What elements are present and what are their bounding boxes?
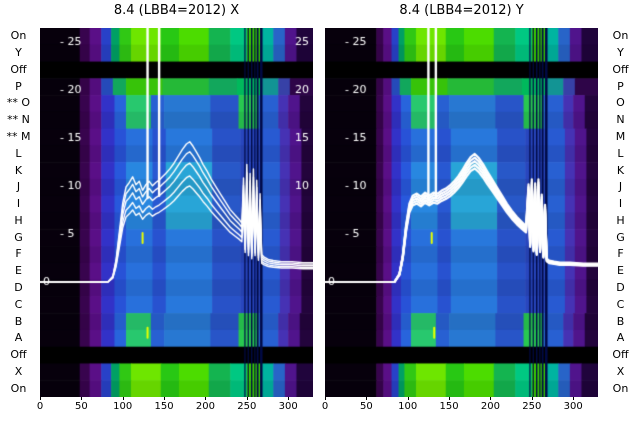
channel-label-right: K	[616, 163, 625, 177]
channel-label-left: On	[10, 29, 27, 43]
x-tick-mark	[40, 397, 41, 400]
x-tick-mark	[573, 397, 575, 400]
channel-label-left: I	[16, 197, 21, 211]
x-tick-mark	[490, 397, 492, 400]
x-tick-label: 0	[36, 401, 44, 412]
channel-label-right: I	[618, 197, 623, 211]
channel-label-right: C	[616, 297, 625, 311]
channel-label-right: Y	[617, 46, 624, 60]
channel-label-right: G	[616, 230, 625, 244]
x-tick-label: 250	[522, 401, 542, 412]
channel-label-left: H	[14, 213, 23, 227]
channel-label-left: ** N	[7, 113, 30, 127]
x-tick-mark	[164, 397, 166, 400]
x-tick-label: 100	[113, 401, 133, 412]
channel-label-left: Off	[10, 62, 27, 76]
channel-label-left: X	[14, 364, 23, 378]
channel-label-left: D	[14, 280, 23, 294]
x-tick-mark	[449, 397, 451, 400]
x-tick-mark	[81, 397, 83, 400]
channel-label-right: A	[616, 331, 625, 345]
channel-label-right: On	[612, 29, 629, 43]
channel-label-left: P	[15, 79, 22, 93]
x-tick-label: 50	[359, 401, 373, 412]
channel-label-right: B	[616, 314, 625, 328]
channel-label-left: E	[15, 264, 22, 278]
x-tick-label: 300	[278, 401, 298, 412]
channel-label-left: On	[10, 381, 27, 395]
channel-label-right: E	[617, 264, 624, 278]
channel-label-right: P	[617, 79, 624, 93]
heatmap-panel-x	[40, 28, 313, 397]
x-tick-mark	[325, 397, 326, 400]
channel-label-left: C	[14, 297, 23, 311]
panel-title-y: 8.4 (LBB4=2012) Y	[399, 3, 524, 18]
channel-label-right: D	[616, 280, 625, 294]
channel-label-right: X	[616, 364, 625, 378]
x-tick-mark	[246, 397, 248, 400]
x-tick-mark	[288, 397, 290, 400]
channel-label-right: N	[616, 113, 625, 127]
x-tick-label: 0	[321, 401, 329, 412]
channel-label-left: G	[14, 230, 23, 244]
channel-label-right: Off	[612, 348, 629, 362]
channel-label-left: Y	[15, 46, 22, 60]
x-tick-label: 150	[439, 401, 459, 412]
heatmap-panel-y	[325, 28, 598, 397]
channel-label-left: B	[14, 314, 23, 328]
x-tick-mark	[366, 397, 368, 400]
x-tick-label: 50	[74, 401, 88, 412]
x-tick-label: 300	[563, 401, 583, 412]
x-tick-mark	[122, 397, 124, 400]
channel-label-right: O	[616, 96, 625, 110]
x-tick-label: 150	[154, 401, 174, 412]
panel-title-x: 8.4 (LBB4=2012) X	[113, 3, 240, 18]
x-tick-label: 100	[398, 401, 418, 412]
channel-label-right: On	[612, 381, 629, 395]
x-tick-label: 200	[480, 401, 500, 412]
channel-label-right: H	[616, 213, 625, 227]
channel-label-left: ** O	[6, 96, 31, 110]
channel-label-right: M	[615, 130, 626, 144]
x-tick-mark	[407, 397, 409, 400]
channel-label-right: Off	[612, 62, 629, 76]
channel-label-left: J	[16, 180, 21, 194]
channel-label-right: L	[617, 146, 624, 160]
channel-label-left: F	[15, 247, 22, 261]
channel-label-left: K	[14, 163, 23, 177]
x-tick-mark	[531, 397, 533, 400]
channel-label-right: J	[618, 180, 623, 194]
x-tick-label: 250	[237, 401, 257, 412]
x-tick-mark	[205, 397, 207, 400]
channel-label-left: Off	[10, 348, 27, 362]
channel-label-left: ** M	[6, 130, 31, 144]
channel-label-left: A	[14, 331, 23, 345]
channel-label-left: L	[15, 146, 22, 160]
channel-label-right: F	[617, 247, 624, 261]
x-tick-label: 200	[195, 401, 215, 412]
